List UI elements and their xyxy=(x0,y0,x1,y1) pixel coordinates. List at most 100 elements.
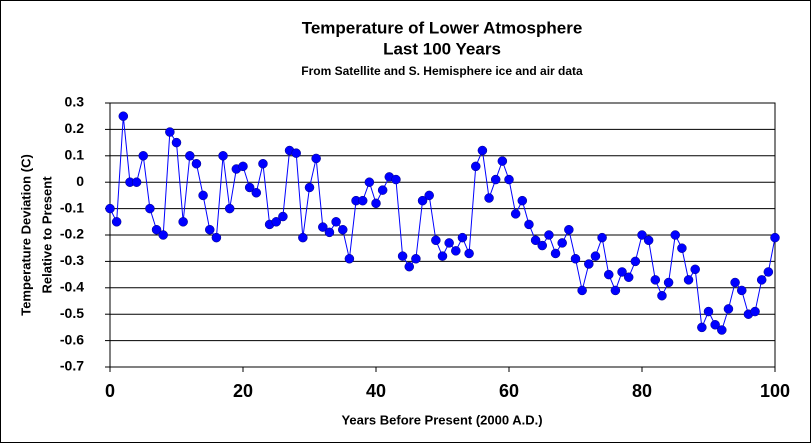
data-point xyxy=(703,306,714,317)
data-point xyxy=(670,230,680,240)
data-point xyxy=(377,185,388,195)
data-point xyxy=(357,195,368,206)
data-point xyxy=(544,230,554,240)
x-tick-label: 0 xyxy=(105,381,115,401)
data-point xyxy=(338,224,348,235)
data-point xyxy=(537,240,547,251)
data-point xyxy=(630,256,641,267)
data-point xyxy=(178,217,188,227)
data-point xyxy=(697,322,707,333)
data-point xyxy=(165,127,175,137)
y-axis-label: Relative to Present xyxy=(39,176,54,294)
data-point xyxy=(637,230,647,240)
data-point xyxy=(457,232,468,243)
data-point xyxy=(723,304,734,314)
data-point xyxy=(218,151,228,161)
data-point xyxy=(657,290,667,301)
x-tick-label: 100 xyxy=(760,381,790,401)
data-point xyxy=(623,272,634,282)
data-point xyxy=(171,137,182,148)
data-point xyxy=(158,230,168,240)
data-point xyxy=(610,285,621,296)
data-point xyxy=(371,198,381,209)
data-point xyxy=(570,254,581,264)
data-point xyxy=(291,148,301,158)
data-point xyxy=(238,161,248,172)
chart-title: Last 100 Years xyxy=(383,39,501,58)
data-point xyxy=(131,177,142,187)
data-point xyxy=(683,275,694,285)
data-point xyxy=(424,190,434,201)
data-point xyxy=(530,235,541,246)
data-point xyxy=(763,267,774,277)
data-point xyxy=(185,151,195,161)
data-point xyxy=(404,261,414,272)
y-tick-label: 0.2 xyxy=(65,120,85,136)
data-point xyxy=(643,235,654,246)
data-point xyxy=(451,246,461,256)
data-point xyxy=(364,177,375,187)
data-point xyxy=(311,153,321,164)
data-point xyxy=(411,254,421,264)
chart-subtitle: From Satellite and S. Hemisphere ice and… xyxy=(301,64,583,78)
data-point xyxy=(437,251,448,261)
y-axis-label: Temperature Deviation (C) xyxy=(18,154,33,316)
data-point xyxy=(524,219,534,230)
data-point xyxy=(431,235,441,246)
y-tick-label: -0.7 xyxy=(60,358,84,374)
data-point xyxy=(138,151,148,161)
data-point xyxy=(497,156,508,166)
data-point xyxy=(397,251,408,261)
data-point xyxy=(557,238,567,248)
data-point xyxy=(244,182,255,193)
data-point xyxy=(617,267,627,277)
x-tick-label: 80 xyxy=(632,381,652,401)
data-point xyxy=(417,195,428,206)
data-point xyxy=(105,203,115,214)
data-point xyxy=(344,254,355,264)
data-point xyxy=(597,232,607,243)
data-point xyxy=(584,259,594,269)
data-point xyxy=(756,275,767,285)
x-axis-label: Years Before Present (2000 A.D.) xyxy=(341,412,542,427)
data-point xyxy=(278,211,288,222)
data-point xyxy=(464,248,474,259)
y-tick-label: -0.5 xyxy=(60,305,84,321)
x-tick-label: 60 xyxy=(499,381,519,401)
data-point xyxy=(151,224,162,235)
data-point xyxy=(211,232,222,243)
data-point xyxy=(650,275,661,285)
data-point xyxy=(730,277,740,288)
data-point xyxy=(510,209,521,219)
data-point xyxy=(444,238,454,248)
data-point xyxy=(145,203,155,214)
y-tick-label: 0.1 xyxy=(65,147,85,163)
data-point xyxy=(550,248,561,259)
data-point xyxy=(324,227,335,238)
data-point xyxy=(477,145,488,156)
data-point xyxy=(717,325,727,335)
data-point xyxy=(710,320,720,330)
y-tick-label: -0.1 xyxy=(60,199,84,215)
x-tick-label: 20 xyxy=(233,381,253,401)
x-tick-label: 40 xyxy=(366,381,386,401)
data-point xyxy=(471,161,481,172)
data-point xyxy=(111,217,122,227)
data-point xyxy=(484,193,494,203)
data-point xyxy=(205,224,215,235)
data-point xyxy=(770,232,780,243)
data-point xyxy=(677,243,687,253)
data-point xyxy=(517,195,528,206)
data-point xyxy=(331,217,341,227)
data-point xyxy=(318,222,328,232)
data-point xyxy=(224,203,235,214)
data-point xyxy=(490,174,501,185)
data-point xyxy=(258,158,268,169)
data-point xyxy=(604,269,614,280)
y-tick-label: -0.6 xyxy=(60,331,84,347)
data-point xyxy=(564,224,574,235)
data-point xyxy=(391,174,401,185)
data-point xyxy=(118,111,129,121)
data-point xyxy=(663,277,674,288)
